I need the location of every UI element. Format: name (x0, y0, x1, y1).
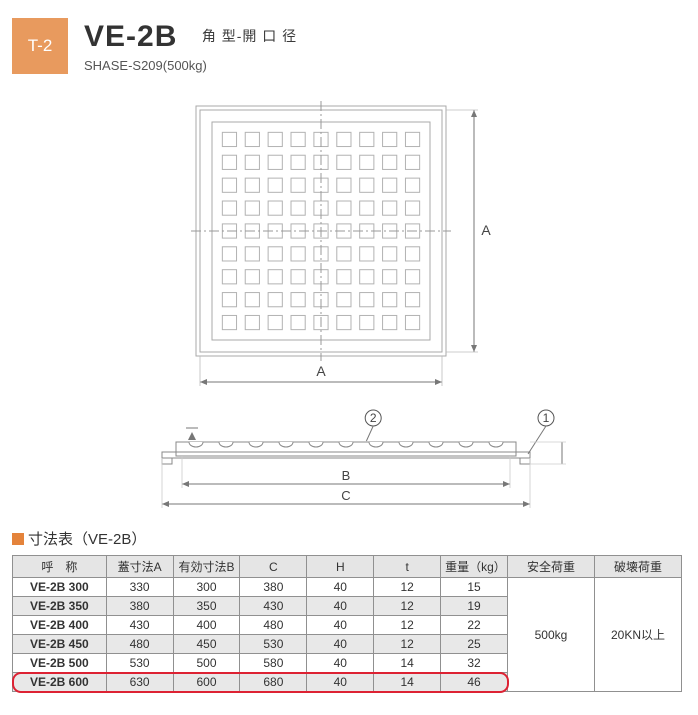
table-cell: 46 (441, 673, 508, 692)
table-cell: 25 (441, 635, 508, 654)
standard-text: SHASE-S209(500kg) (84, 58, 297, 73)
table-col-header: C (240, 556, 307, 578)
table-cell: VE-2B 400 (13, 616, 107, 635)
table-cell: 480 (106, 635, 173, 654)
table-cell: 580 (240, 654, 307, 673)
table-row: VE-2B 300330300380401215500kg20KN以上 (13, 578, 682, 597)
table-cell: 32 (441, 654, 508, 673)
table-cell: 40 (307, 597, 374, 616)
table-cell: 12 (374, 635, 441, 654)
section-title-text: 寸法表（VE-2B） (28, 531, 146, 548)
table-cell: 500 (173, 654, 240, 673)
top-view-diagram: AA (126, 96, 566, 396)
table-header-row: 呼 称蓋寸法A有効寸法BCHt重量（kg）安全荷重破壊荷重 (13, 556, 682, 578)
table-cell: 14 (374, 654, 441, 673)
table-cell: 450 (173, 635, 240, 654)
table-col-header: H (307, 556, 374, 578)
table-body: VE-2B 300330300380401215500kg20KN以上VE-2B… (13, 578, 682, 692)
table-cell: VE-2B 450 (13, 635, 107, 654)
table-col-header: 有効寸法B (173, 556, 240, 578)
table-col-header: 破壊荷重 (594, 556, 681, 578)
table-cell: 19 (441, 597, 508, 616)
table-cell: 680 (240, 673, 307, 692)
svg-text:A: A (481, 222, 491, 238)
table-cell: 530 (106, 654, 173, 673)
table-cell: 380 (106, 597, 173, 616)
table-cell: 40 (307, 616, 374, 635)
table-cell: 40 (307, 673, 374, 692)
section-title: 寸法表（VE-2B） (12, 528, 680, 549)
table-col-header: t (374, 556, 441, 578)
table-col-header: 蓋寸法A (106, 556, 173, 578)
svg-text:A: A (316, 363, 326, 379)
category-badge: T-2 (12, 18, 68, 74)
spec-table: 呼 称蓋寸法A有効寸法BCHt重量（kg）安全荷重破壊荷重 VE-2B 3003… (12, 555, 682, 692)
table-cell: 300 (173, 578, 240, 597)
svg-text:B: B (342, 468, 351, 483)
table-cell: 40 (307, 635, 374, 654)
table-cell: 350 (173, 597, 240, 616)
product-code: VE-2B (84, 20, 177, 53)
table-cell: 22 (441, 616, 508, 635)
product-code-line: VE-2B 角 型-開 口 径 (84, 20, 297, 54)
svg-text:C: C (341, 488, 350, 503)
svg-text:2: 2 (370, 411, 377, 425)
svg-text:1: 1 (543, 411, 550, 425)
title-block: VE-2B 角 型-開 口 径 SHASE-S209(500kg) (84, 18, 297, 73)
table-cell: 330 (106, 578, 173, 597)
table-cell: 40 (307, 654, 374, 673)
table-col-header: 呼 称 (13, 556, 107, 578)
table-cell: 12 (374, 597, 441, 616)
square-bullet-icon (12, 533, 24, 545)
merged-break-load: 20KN以上 (594, 578, 681, 692)
table-cell: 600 (173, 673, 240, 692)
table-cell: 380 (240, 578, 307, 597)
header: T-2 VE-2B 角 型-開 口 径 SHASE-S209(500kg) (12, 18, 680, 74)
table-cell: 12 (374, 578, 441, 597)
table-cell: VE-2B 500 (13, 654, 107, 673)
table-cell: 630 (106, 673, 173, 692)
side-view-diagram: 21HBC (126, 406, 566, 516)
table-cell: VE-2B 600 (13, 673, 107, 692)
table-col-header: 安全荷重 (508, 556, 595, 578)
table-col-header: 重量（kg） (441, 556, 508, 578)
table-cell: 12 (374, 616, 441, 635)
table-cell: VE-2B 300 (13, 578, 107, 597)
table-cell: 40 (307, 578, 374, 597)
table-cell: 15 (441, 578, 508, 597)
table-cell: 14 (374, 673, 441, 692)
table-cell: VE-2B 350 (13, 597, 107, 616)
table-cell: 430 (240, 597, 307, 616)
product-subtitle: 角 型-開 口 径 (202, 28, 297, 44)
merged-safe-load: 500kg (508, 578, 595, 692)
table-cell: 400 (173, 616, 240, 635)
table-cell: 430 (106, 616, 173, 635)
spec-table-wrap: 呼 称蓋寸法A有効寸法BCHt重量（kg）安全荷重破壊荷重 VE-2B 3003… (12, 549, 682, 692)
table-cell: 530 (240, 635, 307, 654)
table-cell: 480 (240, 616, 307, 635)
